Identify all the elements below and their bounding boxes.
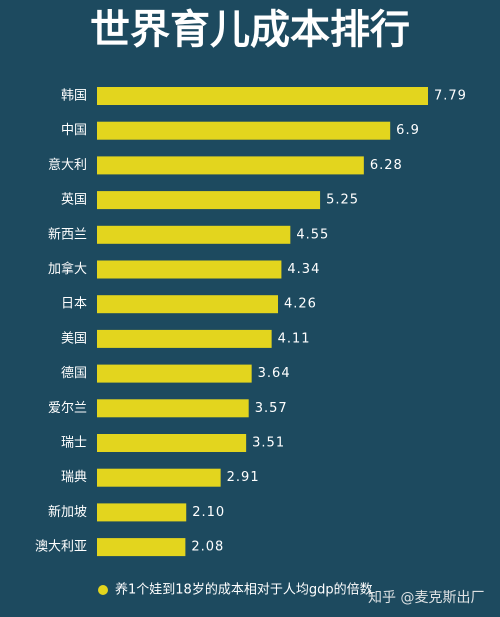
- value-label: 4.55: [296, 227, 329, 242]
- bar: [97, 364, 252, 383]
- value-label: 3.51: [252, 436, 285, 451]
- bar: [97, 468, 221, 487]
- category-label: 新加坡: [48, 504, 87, 520]
- category-label: 英国: [61, 193, 87, 208]
- chart-title: 世界育儿成本排行: [90, 7, 410, 53]
- category-label: 日本: [61, 297, 87, 312]
- value-label: 2.10: [192, 505, 225, 520]
- value-label: 4.34: [287, 262, 320, 277]
- value-label: 5.25: [326, 193, 359, 208]
- bar: [97, 399, 249, 418]
- bar: [97, 329, 272, 348]
- value-label: 2.08: [191, 540, 224, 555]
- value-label: 4.26: [284, 297, 317, 312]
- bar: [97, 434, 247, 452]
- category-label: 意大利: [48, 157, 87, 173]
- bar: [97, 121, 391, 140]
- value-label: 3.64: [258, 366, 291, 381]
- watermark: 知乎 @麦克斯出厂: [368, 589, 484, 606]
- value-label: 6.9: [396, 123, 420, 138]
- legend-label: 养1个娃到18岁的成本相对于人均gdp的倍数: [115, 582, 373, 598]
- value-label: 4.11: [278, 331, 311, 346]
- bar: [97, 538, 186, 557]
- category-label: 德国: [61, 366, 87, 381]
- category-label: 新西兰: [48, 226, 87, 242]
- category-label: 瑞士: [61, 436, 87, 451]
- bar: [97, 191, 321, 210]
- value-label: 3.57: [255, 401, 288, 416]
- legend-swatch: [98, 585, 108, 595]
- category-label: 爱尔兰: [48, 401, 87, 416]
- category-label: 澳大利亚: [35, 539, 87, 555]
- bar: [97, 295, 279, 314]
- category-label: 美国: [61, 331, 87, 346]
- category-label: 韩国: [61, 89, 87, 104]
- bar: [97, 503, 187, 522]
- category-label: 瑞典: [61, 470, 87, 485]
- bar: [97, 156, 364, 175]
- value-label: 6.28: [370, 158, 403, 173]
- value-label: 2.91: [227, 470, 260, 485]
- bar: [97, 260, 282, 279]
- bar: [97, 225, 291, 244]
- category-label: 中国: [61, 123, 87, 138]
- value-label: 7.79: [434, 89, 467, 104]
- category-label: 加拿大: [48, 261, 87, 277]
- bar: [97, 87, 428, 105]
